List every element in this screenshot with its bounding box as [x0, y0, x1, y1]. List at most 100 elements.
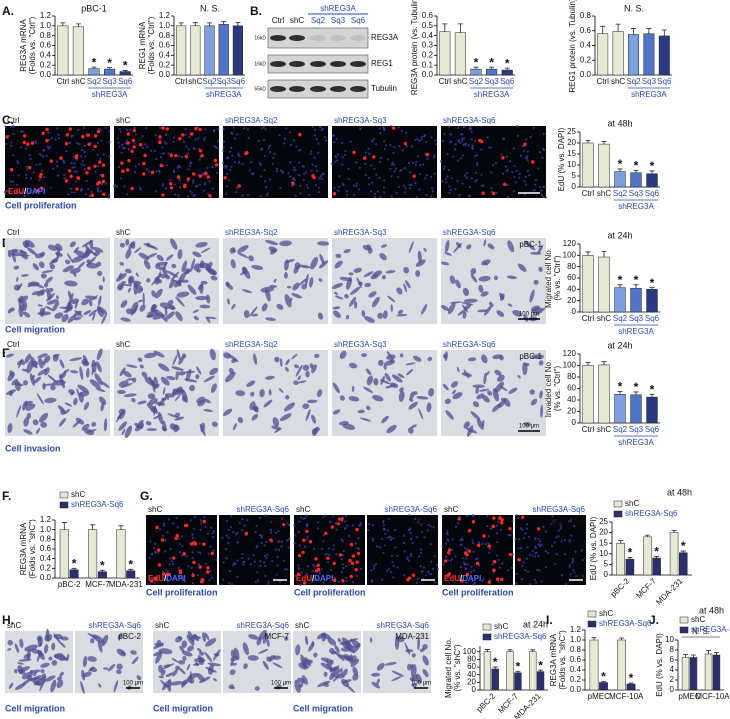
cell [63, 369, 70, 373]
edu-nucleus [354, 567, 358, 572]
nucleus [208, 180, 211, 183]
nucleus [222, 161, 225, 165]
protein-label: REG1 [371, 59, 393, 68]
nucleus [402, 541, 406, 545]
cell [226, 298, 230, 305]
cell [60, 409, 66, 415]
nucleus [224, 548, 227, 551]
bar [612, 31, 624, 76]
nucleus [535, 581, 538, 584]
nucleus [490, 171, 493, 174]
nucleus [464, 557, 468, 560]
cell [386, 424, 397, 434]
cell [523, 422, 532, 427]
nucleus [259, 560, 262, 563]
nucleus [94, 170, 97, 173]
cell [71, 255, 85, 263]
x-tick-label: Sq6 [657, 77, 672, 86]
cell [428, 388, 435, 397]
nucleus [476, 557, 479, 560]
edu-nucleus [463, 551, 468, 555]
cell [192, 663, 200, 666]
nucleus [393, 146, 396, 149]
nucleus [298, 544, 301, 547]
nucleus [283, 559, 286, 562]
nucleus [317, 142, 320, 145]
nucleus [528, 553, 531, 556]
significance: * [629, 671, 634, 685]
image-label: shREG3A-Sq6 [237, 505, 290, 514]
edu-nucleus [131, 138, 135, 143]
nucleus [373, 137, 376, 141]
significance: * [650, 276, 655, 290]
nucleus [163, 141, 166, 144]
nucleus [186, 152, 189, 156]
nucleus [513, 175, 516, 179]
nucleus [460, 137, 463, 141]
bar [491, 668, 499, 691]
edu-nucleus [64, 142, 69, 146]
nucleus [250, 161, 253, 164]
lane-label: shC [290, 16, 304, 25]
cell [507, 240, 515, 253]
nucleus [63, 176, 66, 180]
nucleus [19, 146, 23, 149]
nucleus [390, 195, 393, 198]
nucleus [359, 567, 363, 570]
nucleus [269, 151, 272, 154]
nucleus [163, 524, 166, 527]
edu-nucleus [149, 579, 154, 583]
cell [371, 681, 381, 689]
nucleus [518, 172, 521, 176]
nucleus [441, 180, 444, 183]
nucleus [29, 177, 33, 180]
nucleus [408, 183, 411, 186]
nucleus [327, 547, 331, 550]
nucleus [471, 541, 474, 545]
stain-label: EdU/DAPI [8, 187, 45, 196]
y-tick-label: 40 [567, 395, 576, 404]
nucleus [274, 531, 277, 534]
edu-nucleus [165, 127, 169, 131]
cell [121, 428, 126, 436]
image-label: shC [116, 340, 130, 349]
nucleus [25, 168, 29, 171]
nucleus [84, 192, 88, 196]
nucleus [294, 168, 297, 172]
cell [165, 311, 175, 320]
nucleus [371, 523, 374, 527]
nucleus [164, 569, 167, 572]
cell [174, 393, 181, 402]
nucleus [187, 148, 190, 151]
nucleus [283, 142, 286, 145]
significance: * [618, 273, 623, 287]
cell [462, 287, 470, 297]
edu-nucleus [178, 136, 182, 141]
y-tick-label: 1.2 [40, 515, 52, 524]
error-bar [601, 250, 607, 258]
image-label: shREG3A-Sq2 [225, 116, 278, 125]
nucleus [228, 581, 231, 585]
significance: * [107, 56, 112, 70]
cell [507, 303, 513, 307]
cell [283, 402, 296, 412]
nucleus [470, 138, 473, 141]
nucleus [118, 128, 121, 131]
nucleus [450, 176, 453, 180]
cell [239, 271, 246, 276]
cell [466, 244, 472, 250]
nucleus [334, 160, 337, 163]
nucleus [539, 185, 542, 189]
edu-nucleus [65, 133, 70, 137]
band [289, 35, 305, 41]
nucleus [181, 577, 184, 581]
nucleus [11, 180, 15, 183]
nucleus [476, 164, 479, 167]
cell [50, 384, 56, 391]
nucleus [572, 524, 576, 528]
cell-line-tag: pBC-2 [265, 517, 288, 526]
y-tick-label: 60 [567, 273, 576, 282]
nucleus [133, 142, 136, 145]
cell [331, 282, 344, 289]
cell [253, 353, 258, 365]
